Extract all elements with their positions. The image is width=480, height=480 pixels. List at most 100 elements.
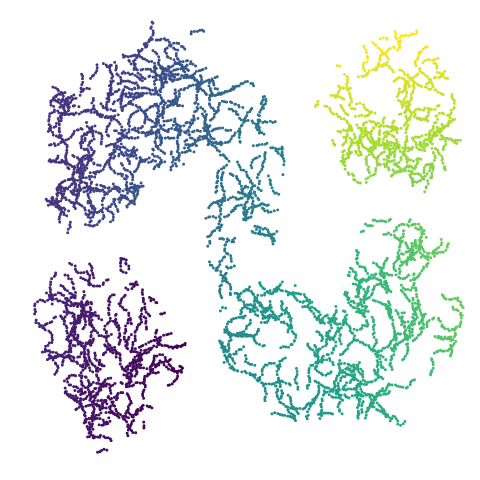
scatter-point bbox=[167, 68, 170, 71]
scatter-point bbox=[69, 383, 73, 387]
scatter-point bbox=[269, 306, 273, 310]
scatter-point bbox=[94, 186, 98, 190]
scatter-point bbox=[356, 295, 360, 299]
scatter-point bbox=[117, 336, 121, 339]
scatter-point bbox=[141, 184, 145, 188]
scatter-point bbox=[157, 343, 161, 347]
scatter-point bbox=[97, 413, 101, 417]
scatter-point bbox=[156, 92, 160, 96]
scatter-point bbox=[122, 373, 126, 377]
scatter-point bbox=[83, 168, 87, 172]
scatter-point bbox=[56, 117, 60, 121]
scatter-point bbox=[108, 316, 112, 320]
scatter-point bbox=[241, 316, 245, 320]
scatter-point bbox=[122, 295, 126, 299]
scatter-point bbox=[134, 91, 138, 95]
scatter-point bbox=[108, 295, 112, 299]
scatter-point bbox=[213, 144, 216, 148]
scatter-point bbox=[296, 387, 300, 391]
scatter-point bbox=[176, 143, 180, 147]
scatter-point bbox=[362, 295, 366, 299]
scatter-point bbox=[249, 215, 253, 219]
scatter-point bbox=[110, 400, 114, 404]
scatter-point bbox=[126, 434, 130, 438]
scatter-point bbox=[260, 312, 264, 316]
scatter-point bbox=[67, 198, 71, 202]
scatter-point bbox=[420, 317, 424, 321]
scatter-point bbox=[254, 126, 258, 129]
scatter-point bbox=[70, 263, 74, 267]
scatter-point bbox=[173, 117, 177, 121]
scatter-point bbox=[229, 320, 233, 324]
scatter-point bbox=[359, 230, 363, 234]
scatter-point bbox=[154, 89, 158, 93]
scatter-point bbox=[191, 130, 194, 134]
scatter-point bbox=[78, 399, 82, 403]
scatter-point bbox=[162, 363, 166, 367]
scatter-point bbox=[176, 147, 180, 151]
scatter-point bbox=[66, 335, 70, 339]
scatter-point bbox=[81, 368, 85, 372]
scatter-point bbox=[374, 338, 378, 342]
scatter-point bbox=[253, 224, 257, 228]
scatter-point bbox=[349, 299, 353, 303]
scatter-point bbox=[145, 327, 148, 331]
scatter-point bbox=[257, 198, 261, 202]
scatter-point bbox=[176, 104, 180, 108]
scatter-point bbox=[233, 291, 237, 295]
scatter-point bbox=[274, 289, 278, 293]
scatter-point bbox=[169, 43, 173, 47]
scatter-point bbox=[88, 220, 92, 224]
scatter-point bbox=[86, 314, 89, 318]
scatter-point bbox=[456, 309, 460, 313]
scatter-point bbox=[384, 358, 388, 362]
scatter-point bbox=[89, 76, 92, 80]
scatter-point bbox=[99, 102, 103, 106]
scatter-point bbox=[277, 192, 281, 196]
scatter-point bbox=[106, 306, 110, 310]
scatter-point bbox=[397, 267, 401, 271]
scatter-point bbox=[70, 183, 73, 187]
scatter-point bbox=[393, 329, 396, 333]
scatter-point bbox=[152, 344, 156, 348]
scatter-point bbox=[99, 189, 103, 193]
scatter-point bbox=[87, 159, 91, 163]
scatter-point bbox=[210, 140, 214, 144]
scatter-point bbox=[282, 320, 286, 324]
scatter-point bbox=[229, 257, 233, 260]
scatter-point bbox=[228, 89, 232, 93]
scatter-point bbox=[361, 277, 365, 281]
scatter-point bbox=[161, 128, 165, 132]
scatter-point bbox=[137, 363, 141, 366]
scatter-point bbox=[95, 391, 99, 395]
scatter-point bbox=[242, 345, 246, 349]
scatter-point bbox=[72, 164, 76, 168]
scatter-point bbox=[202, 89, 206, 93]
scatter-point bbox=[260, 168, 264, 171]
scatter-point bbox=[218, 260, 222, 264]
scatter-point bbox=[338, 339, 342, 343]
scatter-point bbox=[69, 350, 73, 354]
scatter-point bbox=[141, 288, 144, 292]
scatter-point bbox=[73, 207, 77, 210]
scatter-point bbox=[398, 385, 402, 389]
scatter-point bbox=[257, 327, 260, 331]
scatter-point bbox=[362, 287, 366, 291]
scatter-point bbox=[372, 327, 376, 331]
scatter-point bbox=[47, 117, 51, 121]
scatter-point bbox=[163, 49, 167, 53]
scatter-point bbox=[334, 377, 338, 381]
scatter-point bbox=[101, 210, 104, 214]
scatter-point bbox=[193, 139, 197, 143]
scatter-point bbox=[225, 100, 229, 104]
scatter-point bbox=[443, 336, 447, 340]
scatter-point bbox=[158, 156, 162, 160]
scatter-point bbox=[70, 311, 74, 315]
scatter-point bbox=[100, 398, 104, 402]
scatter-point bbox=[282, 159, 286, 163]
scatter-point bbox=[273, 191, 277, 195]
scatter-point bbox=[54, 370, 58, 374]
scatter-point bbox=[413, 242, 417, 246]
scatter-point bbox=[70, 280, 74, 284]
scatter-point bbox=[413, 322, 417, 326]
